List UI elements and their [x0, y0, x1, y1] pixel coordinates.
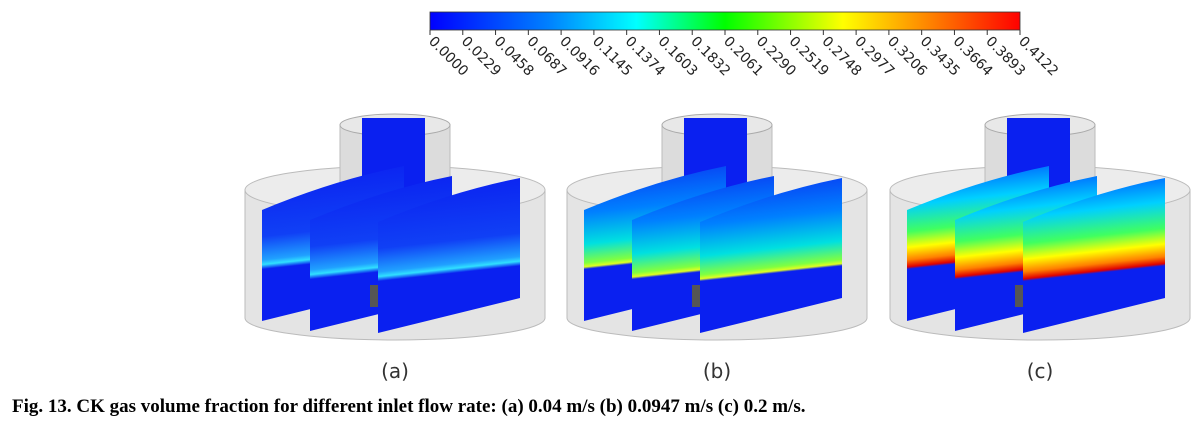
inlet: [1015, 285, 1023, 307]
contour-plane: [378, 178, 520, 333]
contour-plane: [1023, 178, 1165, 333]
panel: (c): [889, 113, 1191, 383]
colorbar-ticks: 0.00000.02290.04580.06870.09160.11450.13…: [425, 30, 1061, 80]
panel-label: (b): [703, 359, 731, 383]
caption: Fig. 13. CK gas volume fraction for diff…: [12, 396, 805, 417]
inlet: [692, 285, 700, 307]
contour-plane: [700, 178, 842, 333]
panels: (a) (b) (c): [244, 113, 1191, 383]
panel-label: (a): [381, 359, 409, 383]
inlet: [370, 285, 378, 307]
panel-label: (c): [1027, 359, 1054, 383]
panel: (b): [566, 113, 868, 383]
panel: (a): [244, 113, 546, 383]
colorbar: [429, 11, 1021, 31]
